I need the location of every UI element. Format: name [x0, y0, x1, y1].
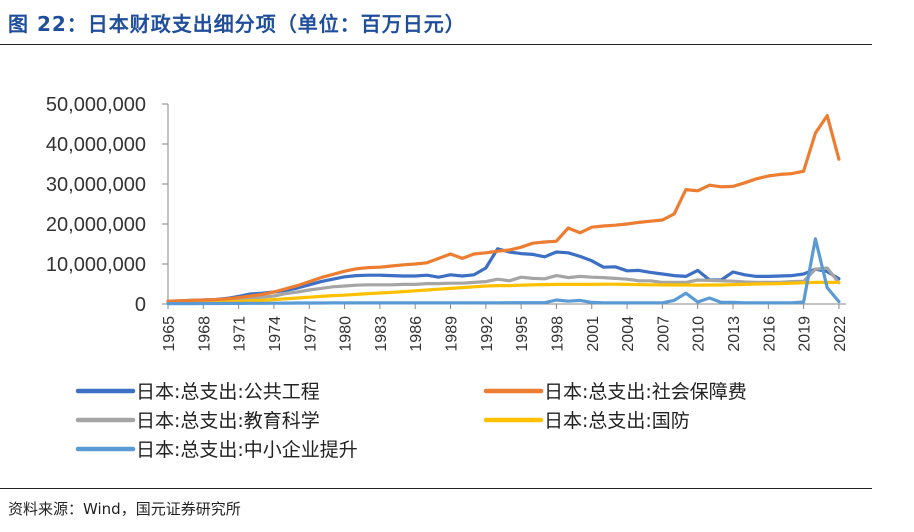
x-tick-label: 1986 [408, 316, 425, 352]
y-axis-ticks: 0 10,000,000 20,000,000 30,000,000 40,000,00… [46, 94, 168, 316]
x-tick-label: 2019 [797, 316, 814, 352]
x-tick-label: 2007 [655, 316, 672, 352]
x-tick-label: 1998 [549, 316, 566, 352]
x-tick-label: 1968 [196, 316, 213, 352]
legend-label: 日本:总支出:国防 [544, 410, 690, 432]
series-line [166, 280, 841, 305]
series-line [166, 266, 841, 304]
title-divider [0, 44, 872, 45]
x-tick-label: 2004 [620, 316, 637, 352]
source-note: 资料来源：Wind，国元证券研究所 [8, 500, 241, 518]
x-tick-label: 2013 [726, 316, 743, 352]
legend-label: 日本:总支出:社会保障费 [544, 381, 747, 403]
x-tick-label: 2022 [832, 316, 849, 352]
x-tick-label: 1989 [444, 316, 461, 352]
x-tick-label: 2016 [761, 316, 778, 352]
legend-label: 日本:总支出:教育科学 [136, 410, 320, 432]
figure-title: 图 22：日本财政支出细分项（单位：百万日元） [8, 12, 466, 36]
line-chart: 0 10,000,000 20,000,000 30,000,000 40,000,00… [46, 94, 849, 461]
x-tick-label: 1971 [232, 316, 249, 352]
legend-label: 日本:总支出:公共工程 [136, 381, 320, 403]
y-tick-label: 10,000,000 [46, 254, 146, 276]
source-divider [0, 488, 872, 489]
y-tick-label: 20,000,000 [46, 214, 146, 236]
y-tick-label: 30,000,000 [46, 174, 146, 196]
y-tick-label: 50,000,000 [46, 94, 146, 116]
x-tick-label: 2001 [585, 316, 602, 352]
x-tick-label: 1974 [267, 316, 284, 352]
x-axis-ticks: 1965 1968 1971 1974 1977 1980 1983 1986 1989 1992… [161, 304, 849, 352]
y-tick-label: 40,000,000 [46, 134, 146, 156]
x-tick-label: 1965 [161, 316, 178, 352]
series-line [166, 237, 841, 306]
x-tick-label: 1992 [479, 316, 496, 352]
y-tick-label: 0 [135, 294, 146, 316]
legend-label: 日本:总支出:中小企业提升 [136, 439, 358, 461]
x-tick-label: 1977 [302, 316, 319, 352]
series-lines [166, 113, 841, 306]
x-tick-label: 1980 [338, 316, 355, 352]
x-tick-label: 2010 [691, 316, 708, 352]
x-tick-label: 1983 [373, 316, 390, 352]
x-tick-label: 1995 [514, 316, 531, 352]
series-line [166, 113, 841, 303]
